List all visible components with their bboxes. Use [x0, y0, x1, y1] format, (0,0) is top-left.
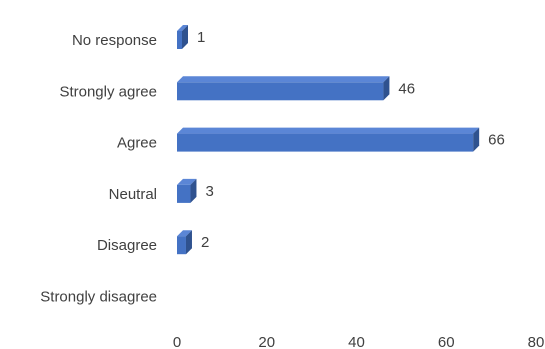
data-label-strongly-agree: 46	[398, 80, 415, 97]
bar-front-face	[177, 184, 191, 203]
bar-side-face	[182, 25, 188, 49]
bar-side-face	[473, 127, 480, 152]
x-tick-label-20: 20	[258, 334, 275, 349]
bar-no-response	[177, 25, 188, 49]
category-labels: No response Strongly agree Agree Neutral Dis…	[40, 32, 157, 306]
bar-front-face	[177, 236, 186, 255]
bar-top-face	[177, 25, 188, 31]
bar-neutral	[177, 178, 197, 203]
bar-front-face	[177, 31, 182, 49]
data-label-neutral: 3	[205, 183, 213, 200]
bar-front-face	[177, 82, 384, 101]
bar-top-face	[177, 230, 192, 237]
data-label-no-response: 1	[197, 29, 205, 46]
bar-side-face	[190, 178, 197, 203]
category-label-disagree: Disagree	[97, 237, 157, 254]
x-tick-label-0: 0	[173, 334, 181, 349]
x-axis-tick-labels: 0 20 40 60 80	[173, 334, 545, 349]
bar-top-face	[177, 127, 480, 134]
data-label-agree: 66	[488, 132, 505, 149]
x-tick-label-60: 60	[438, 334, 455, 349]
bar-agree	[177, 127, 480, 152]
category-label-no-response: No response	[72, 32, 157, 49]
category-label-agree: Agree	[117, 135, 157, 152]
category-label-strongly-disagree: Strongly disagree	[40, 289, 157, 306]
bar-side-face	[185, 230, 192, 255]
category-label-strongly-agree: Strongly agree	[59, 83, 157, 100]
bar-front-face	[177, 133, 474, 152]
bar-side-face	[383, 76, 390, 101]
bar-strongly-agree	[177, 76, 390, 101]
bar-top-face	[177, 76, 390, 83]
x-tick-label-80: 80	[528, 334, 545, 349]
bar-disagree	[177, 230, 192, 255]
bars-layer	[177, 25, 480, 255]
data-labels: 1 46 66 3 2	[197, 29, 505, 251]
bar-top-face	[177, 178, 197, 185]
category-label-neutral: Neutral	[109, 186, 157, 203]
data-label-disagree: 2	[201, 234, 209, 251]
x-tick-label-40: 40	[348, 334, 365, 349]
